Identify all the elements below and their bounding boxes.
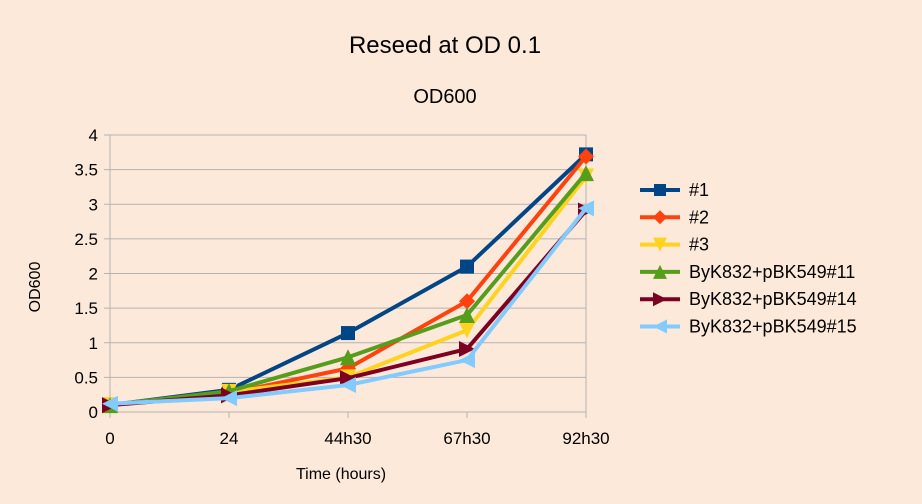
y-tick-label: 4 [89, 126, 98, 145]
legend-item: #1 [640, 180, 709, 200]
data-point [578, 148, 594, 165]
x-tick-label: 67h30 [443, 429, 490, 448]
x-tick-label: 24 [220, 429, 239, 448]
legend-marker [653, 319, 667, 334]
legend-item: ByK832+pBK549#15 [640, 317, 857, 337]
series-layer [102, 147, 594, 414]
legend-label: #1 [689, 180, 709, 200]
y-tick-label: 3 [89, 195, 98, 214]
legend-item: #3 [640, 235, 709, 255]
y-axis-title: OD600 [27, 262, 44, 313]
x-axis-title: Time (hours) [296, 466, 386, 483]
legend-marker [653, 237, 667, 252]
data-point [340, 370, 356, 387]
data-point [340, 349, 356, 366]
legend: #1 #2 #3 ByK832+pBK549#11 ByK832+pBK549#14 By… [640, 180, 857, 337]
legend-marker [653, 292, 667, 307]
data-point [578, 200, 594, 217]
legend-item: #2 [640, 207, 709, 227]
data-point [341, 326, 355, 341]
grid-layer [110, 134, 587, 413]
data-point [102, 395, 118, 412]
data-point [578, 165, 594, 182]
legend-marker [654, 184, 666, 196]
data-point [460, 259, 474, 274]
y-tick-label: 1.5 [74, 299, 98, 318]
data-point [459, 307, 475, 324]
legend-label: #3 [689, 235, 709, 255]
legend-marker [653, 264, 667, 279]
chart-subtitle: OD600 [413, 86, 476, 108]
chart-title: Reseed at OD 0.1 [349, 32, 541, 59]
legend-label: ByK832+pBK549#15 [689, 317, 857, 337]
legend-item: ByK832+pBK549#14 [640, 289, 857, 309]
series-6 [102, 200, 594, 412]
legend-marker [653, 210, 667, 225]
legend-label: ByK832+pBK549#11 [689, 262, 855, 282]
y-tick-label: 2 [89, 265, 98, 284]
legend-label: #2 [689, 207, 709, 227]
axis-layer: 0 0.5 1 1.5 2 2.5 3 3.5 4 0 24 44h30 67h30 92h30 [74, 126, 609, 448]
x-tick-label: 92h30 [562, 429, 609, 448]
y-tick-label: 0 [89, 403, 98, 422]
legend-label: ByK832+pBK549#14 [689, 289, 857, 309]
data-point [459, 352, 475, 369]
y-tick-label: 3.5 [74, 161, 98, 180]
legend-item: ByK832+pBK549#11 [640, 262, 855, 282]
data-point [459, 322, 475, 339]
data-point [459, 293, 475, 310]
x-tick-label: 0 [105, 429, 114, 448]
data-point [340, 376, 356, 393]
data-point [221, 390, 237, 407]
y-tick-label: 0.5 [74, 368, 98, 387]
data-point [459, 340, 475, 357]
x-tick-label: 44h30 [324, 429, 371, 448]
y-tick-label: 1 [89, 334, 98, 353]
y-tick-label: 2.5 [74, 230, 98, 249]
